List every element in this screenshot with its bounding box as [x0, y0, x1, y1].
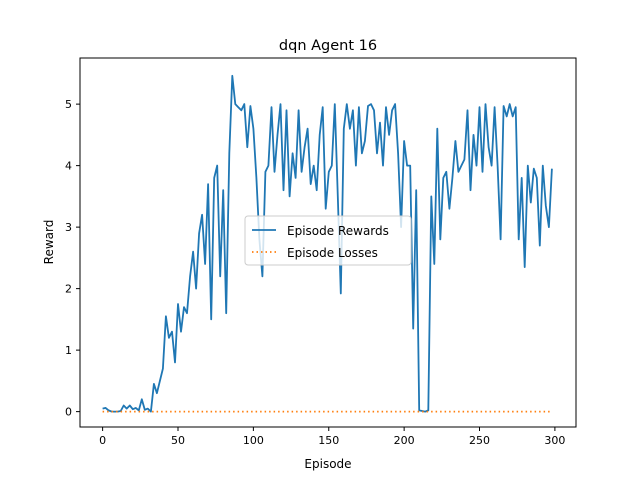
x-tick-label: 100	[243, 434, 264, 447]
plot-frame	[79, 57, 577, 428]
y-tick-label: 4	[65, 160, 72, 173]
legend-label-rewards: Episode Rewards	[287, 224, 389, 238]
y-tick-label: 5	[65, 98, 72, 111]
series-line-rewards	[102, 74, 553, 413]
chart-title: dqn Agent 16	[279, 38, 377, 54]
legend-label-losses: Episode Losses	[287, 246, 378, 260]
legend-box	[244, 215, 412, 266]
plot-area	[102, 74, 553, 413]
legend: Episode Rewards Episode Losses	[244, 215, 412, 266]
y-tick-label: 1	[65, 344, 72, 357]
x-axis: 0 50 100 150 200 250 300	[99, 427, 565, 447]
x-axis-label: Episode	[304, 457, 351, 471]
y-axis-label: Reward	[42, 220, 56, 265]
y-axis: 0 1 2 3 4 5	[65, 98, 80, 419]
x-tick-label: 200	[394, 434, 415, 447]
x-tick-label: 150	[318, 434, 339, 447]
x-tick-label: 250	[469, 434, 490, 447]
y-tick-label: 3	[65, 221, 72, 234]
y-tick-label: 0	[65, 406, 72, 419]
x-tick-label: 0	[99, 434, 106, 447]
x-tick-label: 50	[171, 434, 185, 447]
x-tick-label: 300	[544, 434, 565, 447]
y-tick-label: 2	[65, 283, 72, 296]
